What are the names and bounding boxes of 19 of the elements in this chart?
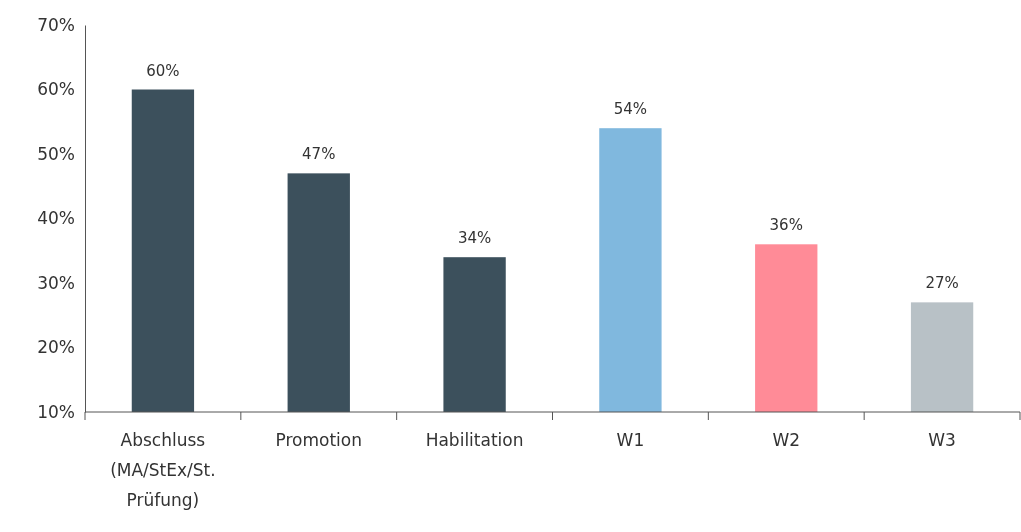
x-tick-label: W2: [772, 430, 801, 450]
x-tick-label: Abschluss (MA/StEx/St. Prüfung): [110, 430, 216, 510]
x-tick-label: Promotion: [275, 430, 362, 450]
data-label: 27%: [925, 274, 959, 293]
y-tick-label: 70%: [37, 14, 75, 35]
y-tick-label: 20%: [37, 337, 75, 358]
y-tick-label: 10%: [37, 401, 75, 422]
y-tick-label: 30%: [37, 272, 75, 293]
x-tick-label: W1: [616, 430, 645, 450]
y-tick-label: 40%: [37, 208, 75, 229]
y-tick-label: 60%: [37, 79, 75, 100]
x-tick-label: W3: [928, 430, 956, 450]
data-label: 36%: [769, 216, 803, 235]
x-tick-label: Habilitation: [425, 430, 524, 450]
data-label: 54%: [613, 100, 648, 119]
y-tick-label: 50%: [37, 143, 75, 164]
data-label: 60%: [146, 61, 180, 80]
data-label: 34%: [457, 229, 492, 248]
data-label: 47%: [302, 145, 336, 164]
